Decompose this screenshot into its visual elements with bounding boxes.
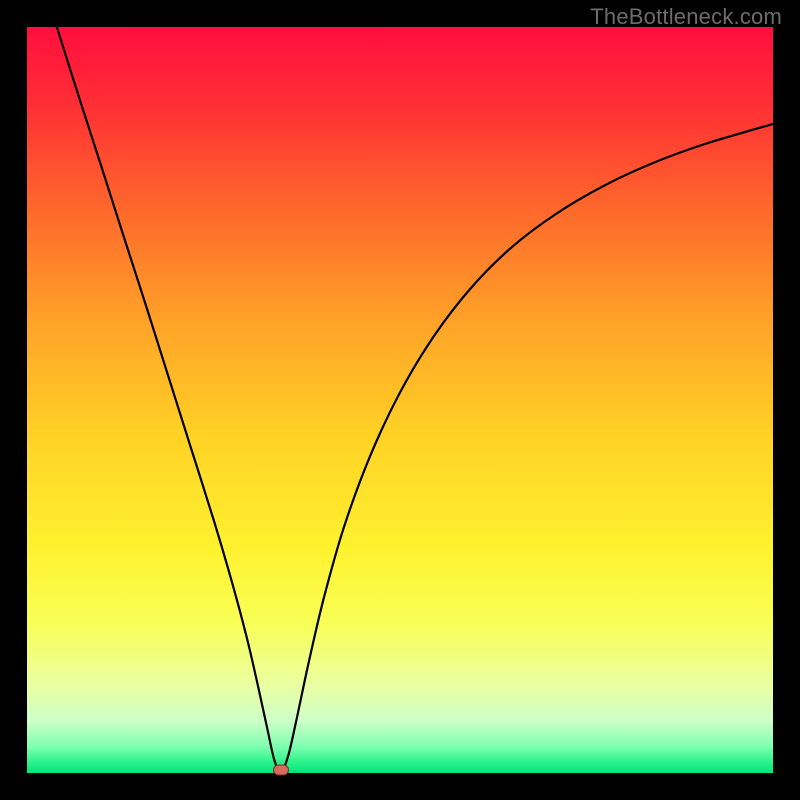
plot-area [27, 27, 773, 773]
chart-container: TheBottleneck.com [0, 0, 800, 800]
gradient-background [27, 27, 773, 773]
